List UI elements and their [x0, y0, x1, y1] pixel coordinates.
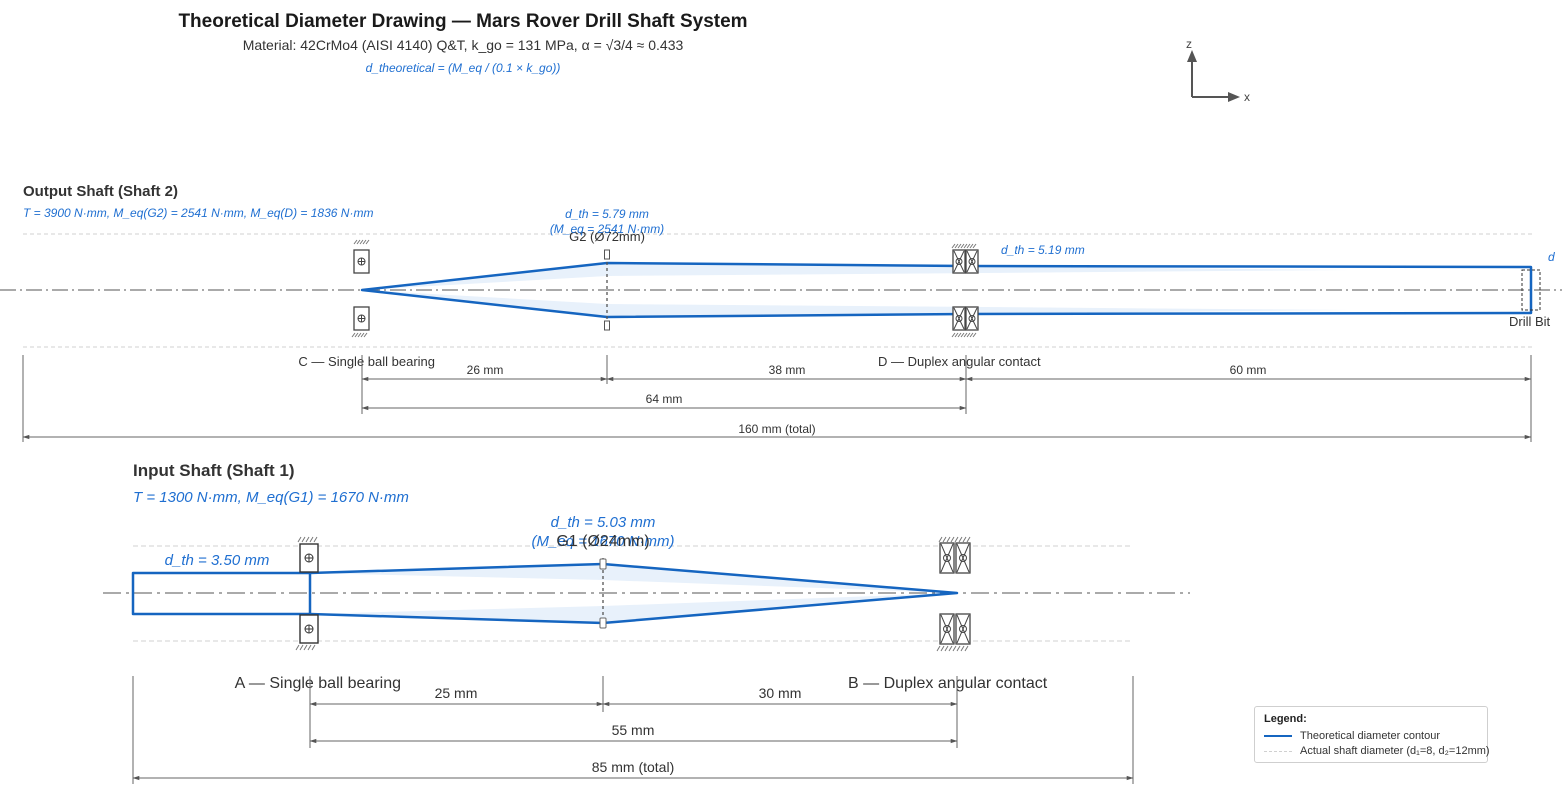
gear-g2-tooth-bottom — [604, 320, 610, 331]
output-shaft-loads: T = 3900 N·mm, M_eq(G2) = 2541 N·mm, M_e… — [23, 206, 373, 220]
contour-fill-bottom — [310, 593, 957, 623]
dim-g2-d: 38 mm — [769, 363, 806, 377]
gear-g1-dth: d_th = 5.03 mm — [551, 514, 656, 531]
dim-c-d: 64 mm — [646, 392, 683, 406]
input-shaft-loads: T = 1300 N·mm, M_eq(G1) = 1670 N·mm — [133, 489, 409, 506]
bearing-c-icon — [351, 239, 370, 338]
page-title: Theoretical Diameter Drawing — Mars Rove… — [178, 11, 747, 32]
gear-g1-tooth-bottom — [599, 617, 607, 629]
bearing-b-icon — [936, 536, 971, 652]
legend-item-actual: Actual shaft diameter (d₁=8, d₂=12mm) — [1264, 745, 1490, 757]
legend: Legend: Theoretical diameter contour Act… — [1254, 706, 1490, 763]
legend-label: Theoretical diameter contour — [1300, 730, 1441, 742]
bearing-a-label: A — Single ball bearing — [235, 675, 401, 692]
bearing-a-icon — [295, 536, 319, 651]
dashed-line-icon — [1264, 750, 1292, 752]
bearing-d-dth: d_th = 5.19 mm — [1001, 243, 1085, 257]
dim-output-total: 160 mm (total) — [738, 422, 815, 436]
drill-bit-icon — [1521, 269, 1541, 311]
bearing-b-label: B — Duplex angular contact — [848, 675, 1048, 692]
bearing-d-label: D — Duplex angular contact — [878, 354, 1041, 369]
bearing-d-icon — [951, 243, 979, 338]
formula: d_theoretical = (M_eq / (0.1 × k_go)) — [366, 61, 561, 75]
contour-fill-bottom — [362, 290, 1350, 317]
axis-x-label: x — [1244, 90, 1250, 104]
input-dimensions — [132, 676, 1134, 784]
input-shaft-section: Input Shaft (Shaft 1) T = 1300 N·mm, M_e… — [103, 461, 1190, 784]
material-subtitle: Material: 42CrMo4 (AISI 4140) Q&T, k_go … — [243, 37, 684, 53]
dim-a-b: 55 mm — [612, 722, 655, 738]
gear-g1-label: G1 (Ø24mm) — [556, 533, 649, 550]
solid-line-icon — [1264, 735, 1292, 738]
dim-g1-b: 30 mm — [759, 685, 802, 701]
dim-input-total: 85 mm (total) — [592, 759, 674, 775]
gear-g1-tooth-top — [599, 558, 607, 570]
output-shaft-section: Output Shaft (Shaft 2) T = 3900 N·mm, M_… — [0, 183, 1562, 442]
legend-item-contour: Theoretical diameter contour — [1264, 730, 1440, 742]
gear-g2-tooth-top — [604, 249, 610, 260]
gear-g1-meq: (M_eq = 1670 N·mm) — [532, 533, 675, 550]
axis-z-label: z — [1186, 37, 1192, 51]
output-shaft-title: Output Shaft (Shaft 2) — [23, 183, 178, 200]
legend-label: Actual shaft diameter (d₁=8, d₂=12mm) — [1300, 745, 1490, 757]
bearing-c-label: C — Single ball bearing — [298, 354, 435, 369]
contour-fill-top — [310, 564, 957, 593]
drill-bit-label: Drill Bit — [1509, 314, 1551, 329]
dim-c-g2: 26 mm — [467, 363, 504, 377]
legend-title: Legend: — [1264, 713, 1307, 725]
input-shaft-title: Input Shaft (Shaft 1) — [133, 461, 294, 480]
end-dth-truncated: d — [1548, 250, 1555, 264]
gear-g2-label: G2 (Ø72mm) — [569, 229, 645, 244]
gear-g2-meq: (M_eq = 2541 N·mm) — [550, 222, 664, 236]
contour-fill-top — [362, 263, 1350, 290]
theoretical-contour — [360, 261, 1533, 319]
gear-g2-dth: d_th = 5.79 mm — [565, 207, 649, 221]
output-dimensions — [22, 355, 1532, 442]
theoretical-contour — [131, 562, 959, 625]
axis-triad-icon: z x — [1186, 37, 1250, 104]
dim-d-end: 60 mm — [1230, 363, 1267, 377]
input-left-dth: d_th = 3.50 mm — [165, 552, 270, 569]
dim-a-g1: 25 mm — [435, 685, 478, 701]
